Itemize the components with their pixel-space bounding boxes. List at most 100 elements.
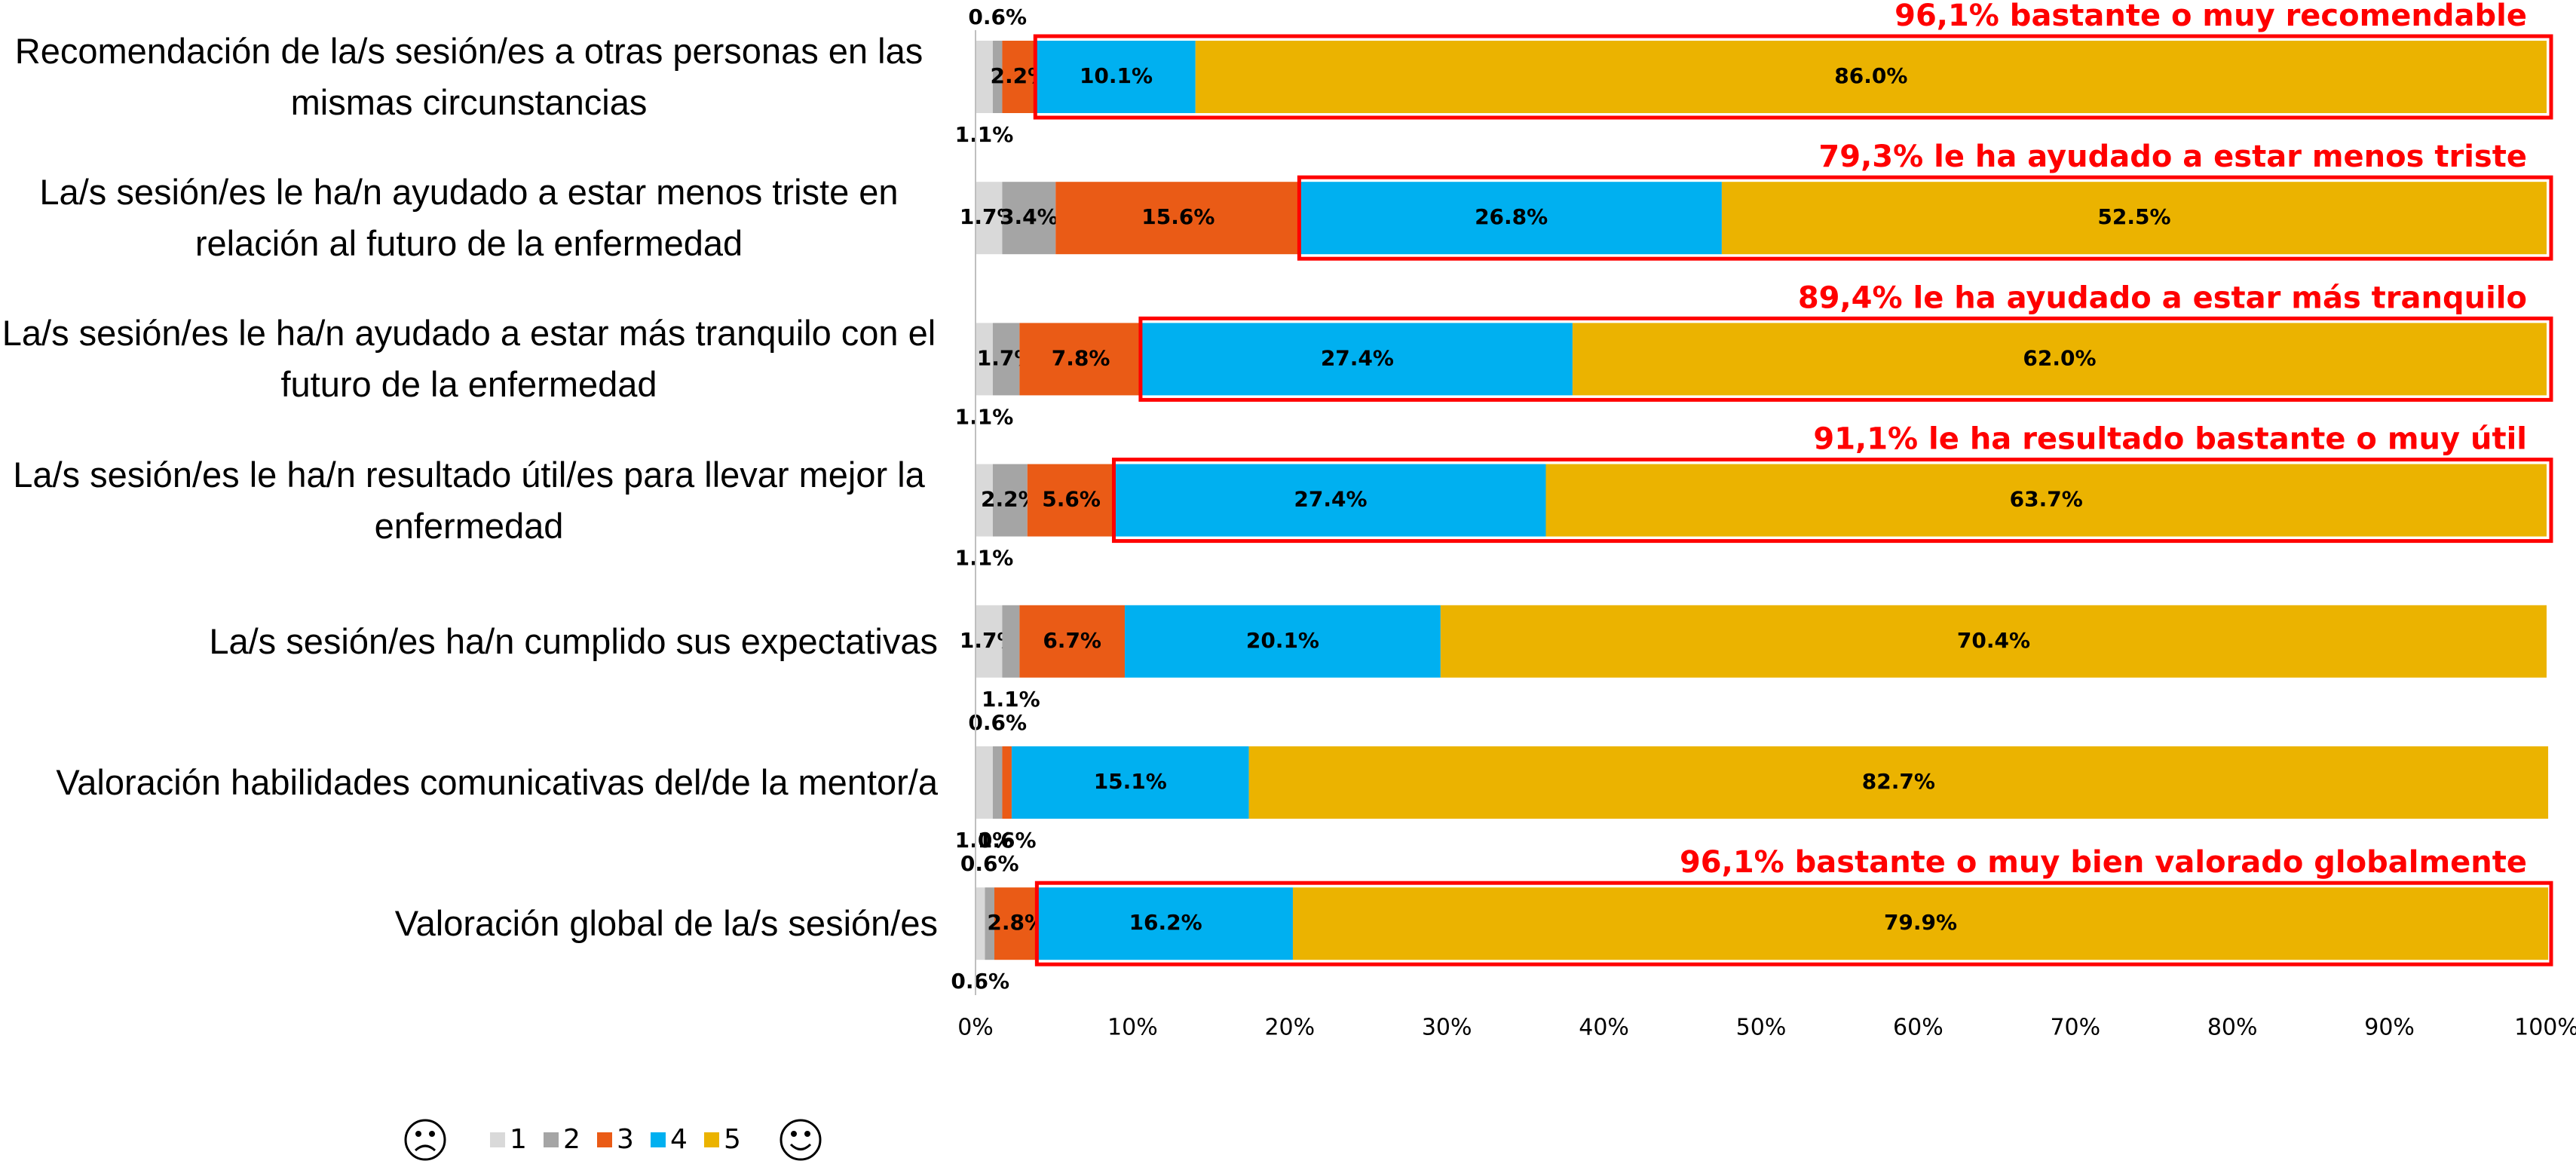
value-label: 16.2% (1129, 910, 1202, 935)
bar-segment (1572, 323, 2547, 396)
legend-label: 3 (617, 1124, 634, 1155)
value-label: 1.1% (955, 546, 1014, 571)
legend-label: 1 (510, 1124, 527, 1155)
bar-segment (1141, 323, 1573, 396)
bar-segment (992, 41, 1003, 113)
annotation: 91,1% le ha resultado bastante o muy úti… (1813, 422, 2527, 457)
x-tick-label: 30% (1422, 1015, 1472, 1041)
bar-segment (976, 464, 993, 537)
bar-segment (1055, 182, 1301, 255)
value-label: 62.0% (2023, 345, 2096, 370)
annotation: 79,3% le ha ayudado a estar menos triste (1818, 139, 2527, 174)
value-label: 10.1% (1080, 63, 1153, 88)
annotation: 96,1% bastante o muy recomendable (1894, 0, 2527, 33)
category-label: La/s sesión/es le ha/n ayudado a estar m… (2, 313, 936, 405)
bar-segment (1038, 887, 1293, 960)
bar-segment (1002, 605, 1020, 678)
highlight-box (1297, 175, 2553, 261)
category-label: Valoración global de la/s sesión/es (394, 903, 938, 944)
legend-swatch (651, 1132, 666, 1147)
value-label: 26.8% (1475, 204, 1548, 229)
legend-swatch (704, 1132, 719, 1147)
bar-segment (1124, 605, 1441, 678)
legend-label: 4 (670, 1124, 688, 1155)
bar-segment (1115, 464, 1546, 537)
value-label: 27.4% (1294, 487, 1367, 512)
bar-segment (1002, 182, 1056, 255)
value-label: 0.6% (978, 828, 1037, 853)
value-label: 63.7% (2010, 487, 2083, 512)
value-label: 1.1% (955, 404, 1014, 429)
value-label: 5.6% (1042, 487, 1101, 512)
bar-segment (976, 746, 993, 819)
x-tick-label: 0% (957, 1015, 994, 1041)
value-label: 0.6% (951, 969, 1009, 994)
x-tick-label: 100% (2514, 1015, 2576, 1041)
value-label: 6.7% (1043, 628, 1101, 653)
x-tick-label: 80% (2207, 1015, 2258, 1041)
category-label: La/s sesión/es le ha/n ayudado a estar m… (39, 172, 899, 264)
category-label: Valoración habilidades comunicativas del… (56, 762, 938, 802)
bar-segment (992, 464, 1028, 537)
value-label: 15.1% (1094, 769, 1167, 794)
bar-segment (976, 887, 985, 960)
bar-segment (1300, 182, 1722, 255)
value-label: 86.0% (1834, 63, 1907, 88)
value-label: 20.1% (1246, 628, 1319, 653)
value-label: 70.4% (1957, 628, 2030, 653)
bar-segment (992, 323, 1020, 396)
bar-segment (1721, 182, 2547, 255)
x-tick-label: 20% (1264, 1015, 1315, 1041)
value-label: 79.9% (1884, 910, 1957, 935)
x-tick-label: 70% (2050, 1015, 2100, 1041)
bar-segment (985, 887, 995, 960)
legend-label: 2 (563, 1124, 580, 1155)
value-label: 1.1% (982, 687, 1040, 712)
legend-swatch (490, 1132, 505, 1147)
value-label: 0.6% (968, 710, 1027, 735)
value-label: 52.5% (2097, 204, 2170, 229)
x-tick-label: 40% (1579, 1015, 1629, 1041)
legend-happy-face (780, 1119, 822, 1161)
bar-segment (976, 323, 993, 396)
value-label: 0.6% (960, 851, 1019, 876)
legend-label: 5 (724, 1124, 741, 1155)
category-label: Recomendación de la/s sesión/es a otras … (14, 31, 924, 122)
legend-sad-face (404, 1119, 446, 1161)
bar-segment (994, 887, 1039, 960)
bar-segment (1195, 41, 2547, 113)
legend-swatch (544, 1132, 559, 1147)
highlight-box (1034, 881, 2553, 966)
annotation: 96,1% bastante o muy bien valorado globa… (1680, 845, 2527, 880)
value-label: 7.8% (1052, 345, 1110, 370)
x-tick-label: 50% (1736, 1015, 1787, 1041)
bar-segment (992, 746, 1003, 819)
bar-segment (976, 605, 1003, 678)
category-label: La/s sesión/es le ha/n resultado útil/es… (13, 454, 925, 546)
x-tick-label: 10% (1107, 1015, 1158, 1041)
category-label: La/s sesión/es ha/n cumplido sus expecta… (209, 620, 938, 661)
x-tick-label: 60% (1893, 1015, 1943, 1041)
bar-segment (1292, 887, 2549, 960)
legend-swatch (597, 1132, 612, 1147)
bar-segment (1248, 746, 2549, 819)
bar-segment (1019, 605, 1125, 678)
bar-segment (1037, 41, 1196, 113)
bar-segment (1002, 41, 1037, 113)
value-label: 1.1% (955, 828, 1014, 853)
bar-segment (1002, 746, 1012, 819)
highlight-box (1111, 458, 2553, 544)
highlight-box (1138, 316, 2553, 402)
bar-segment (1545, 464, 2547, 537)
x-tick-label: 90% (2364, 1015, 2415, 1041)
bar-segment (976, 41, 993, 113)
value-label: 15.6% (1141, 204, 1214, 229)
annotation: 89,4% le ha ayudado a estar más tranquil… (1798, 280, 2527, 315)
bar-segment (1011, 746, 1249, 819)
bar-segment (976, 182, 1003, 255)
value-label: 0.6% (968, 5, 1027, 29)
bar-segment (1027, 464, 1116, 537)
value-label: 1.1% (955, 122, 1014, 147)
value-label: 82.7% (1862, 769, 1935, 794)
